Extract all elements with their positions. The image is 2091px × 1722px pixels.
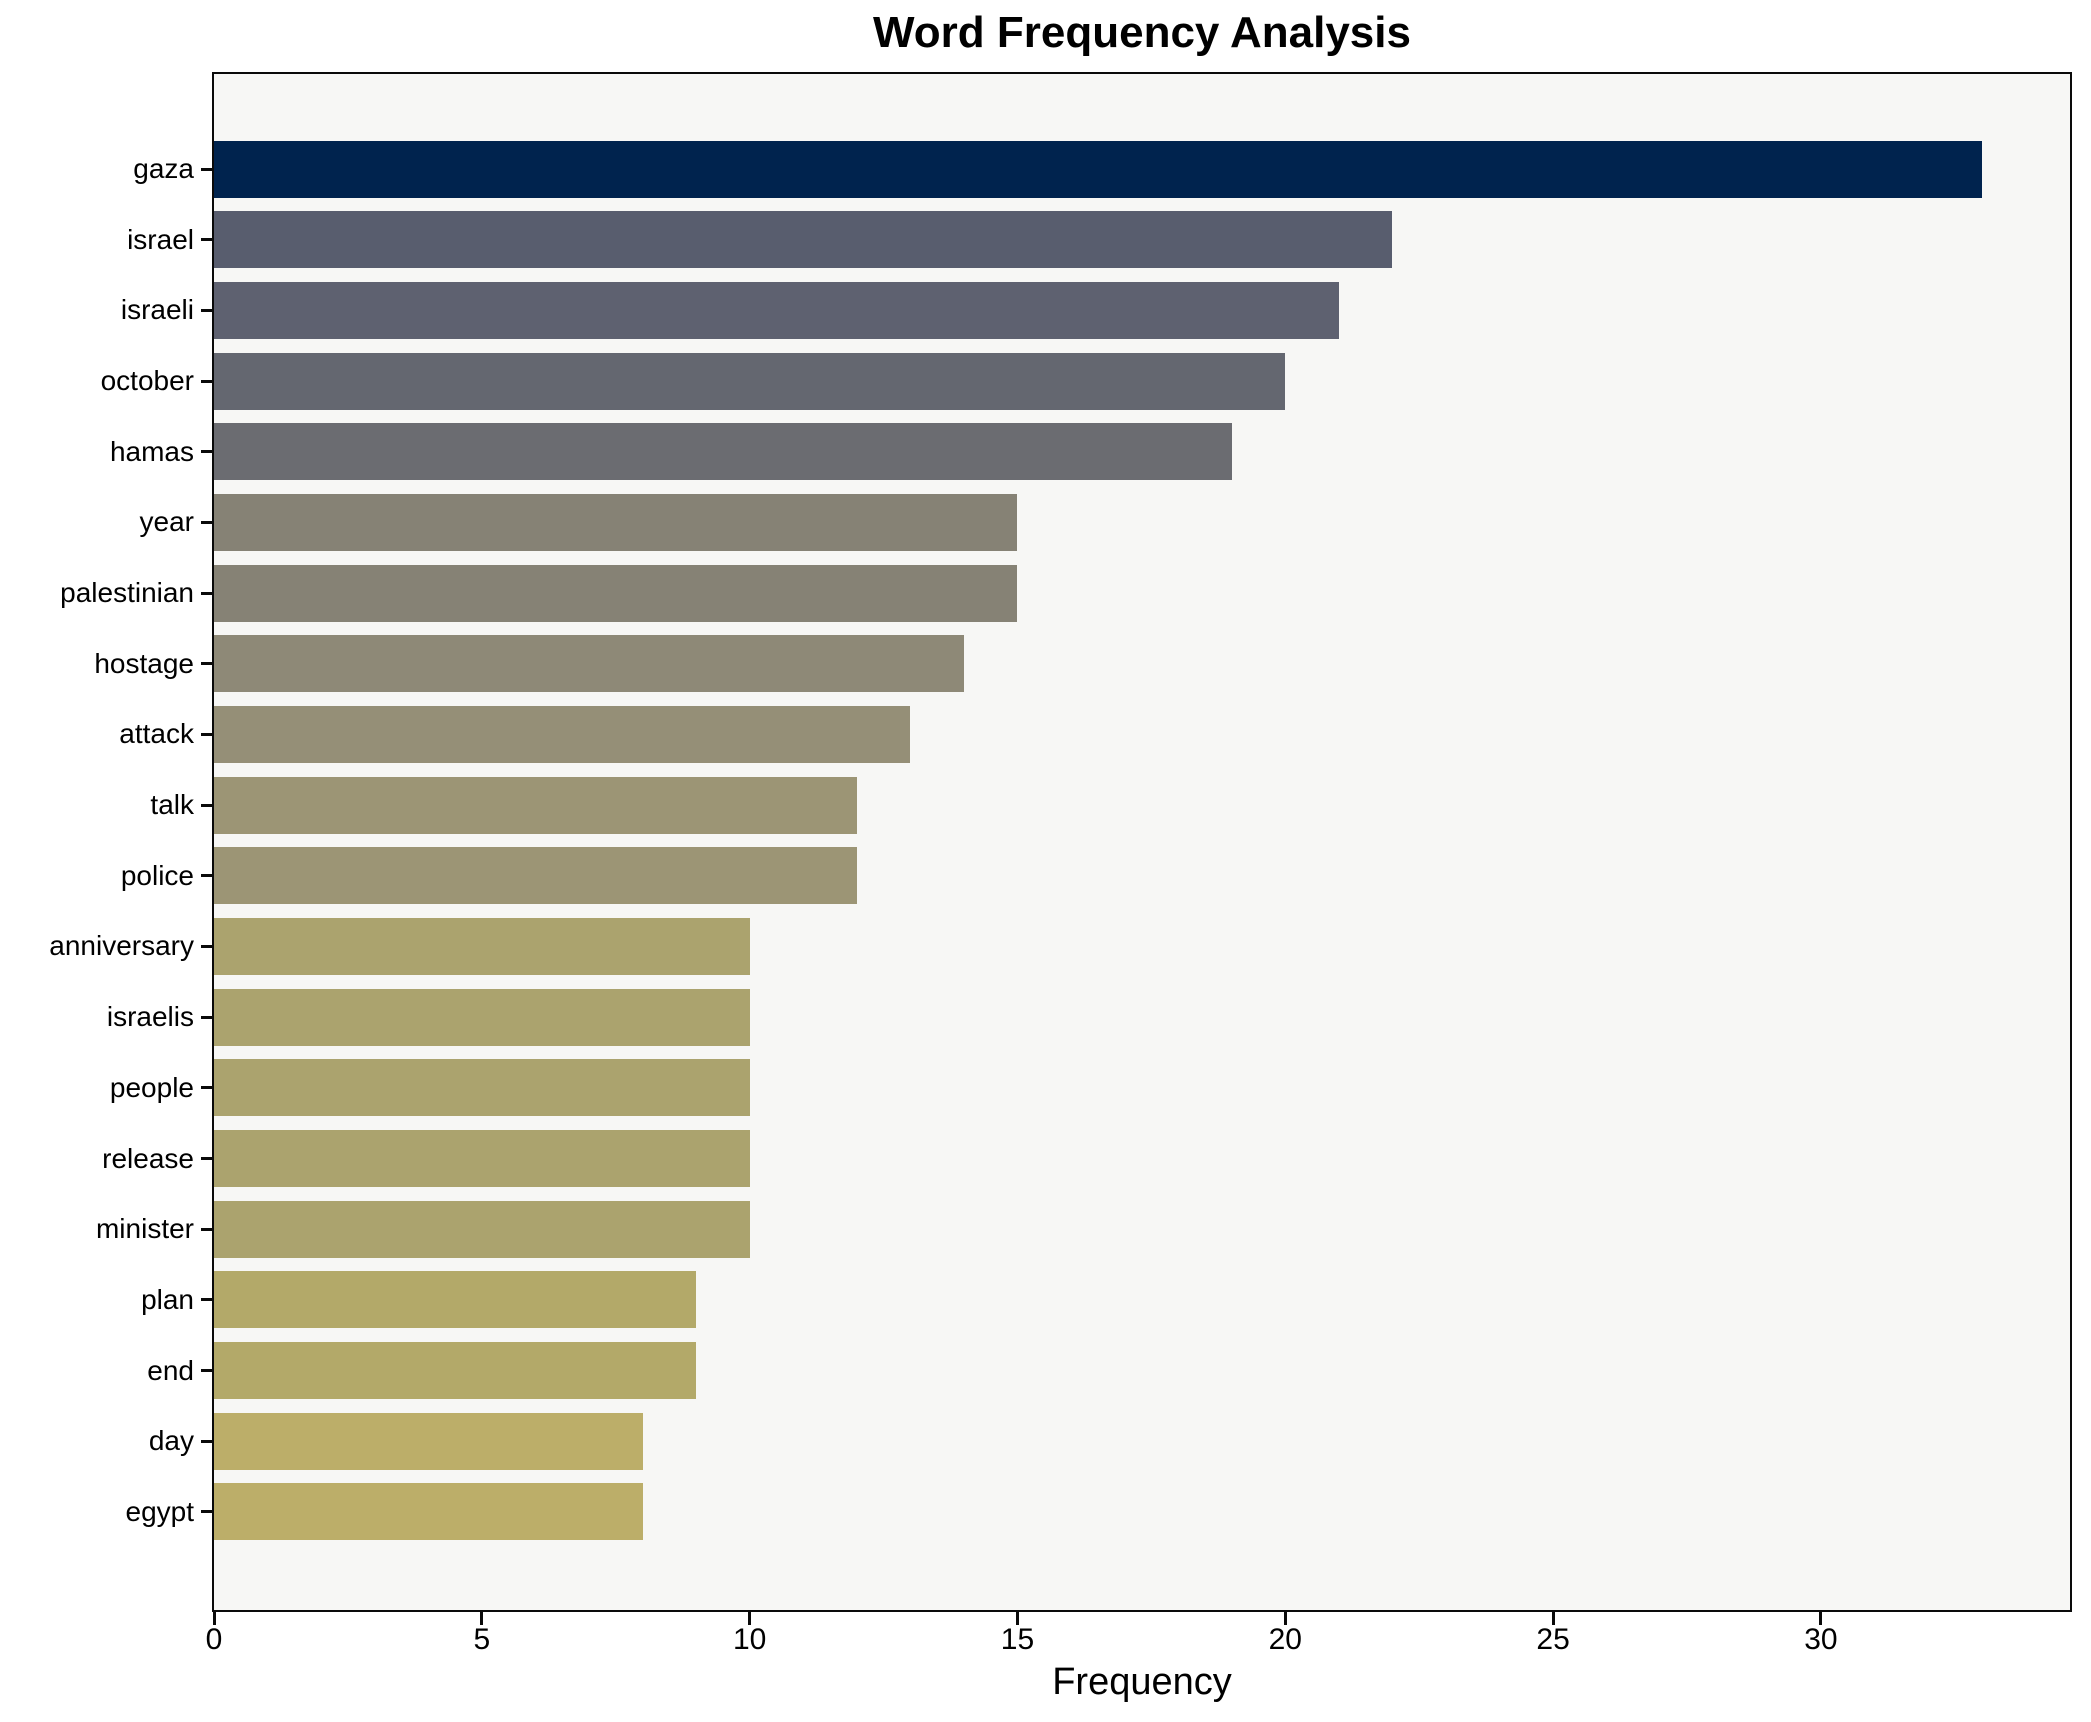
y-tick-label-attack: attack [119, 718, 194, 750]
x-tick-mark [1819, 1612, 1823, 1625]
x-tick-mark [1283, 1612, 1287, 1625]
x-tick-label-10: 10 [732, 1623, 767, 1656]
x-tick-label-20: 20 [1268, 1623, 1302, 1656]
bar-palestinian [214, 564, 1018, 622]
y-tick-mark [201, 450, 212, 454]
bar-egypt [214, 1483, 643, 1541]
y-tick-mark [201, 1298, 212, 1302]
x-tick-mark [748, 1612, 752, 1625]
y-tick-mark [201, 520, 212, 524]
y-tick-label-gaza: gaza [133, 153, 194, 184]
bar-gaza [214, 140, 1982, 198]
y-tick-mark [201, 379, 212, 383]
x-tick-label-5: 5 [473, 1623, 491, 1656]
y-tick-mark [201, 1510, 212, 1514]
y-tick-label-egypt: egypt [125, 1495, 195, 1527]
bar-israel [214, 211, 1393, 269]
bar-minister [214, 1200, 750, 1258]
bar-release [214, 1130, 750, 1188]
bar-october [214, 352, 1286, 410]
plot-area [212, 72, 2072, 1612]
bar-end [214, 1342, 697, 1400]
y-tick-mark [201, 167, 212, 171]
y-tick-label-day: day [148, 1425, 194, 1457]
y-tick-mark [201, 1157, 212, 1161]
y-tick-mark [201, 874, 212, 878]
y-tick-mark [201, 1015, 212, 1019]
y-tick-label-people: people [109, 1071, 194, 1103]
y-tick-mark [201, 308, 212, 312]
bar-police [214, 847, 857, 905]
bar-hamas [214, 423, 1232, 481]
bar-attack [214, 705, 911, 763]
x-tick-label-30: 30 [1804, 1623, 1838, 1656]
y-tick-mark [201, 803, 212, 807]
bar-israelis [214, 988, 750, 1046]
y-tick-mark [201, 591, 212, 595]
bar-plan [214, 1271, 697, 1329]
y-tick-mark [201, 238, 212, 242]
y-tick-label-israelis: israelis [106, 1001, 194, 1033]
x-tick-label-25: 25 [1536, 1623, 1570, 1656]
bar-people [214, 1059, 750, 1117]
bar-hostage [214, 635, 964, 693]
y-tick-mark [201, 1227, 212, 1231]
y-tick-label-end: end [147, 1354, 194, 1386]
bar-israeli [214, 281, 1339, 339]
y-tick-label-year: year [139, 506, 194, 538]
y-tick-label-israeli: israeli [120, 294, 194, 326]
y-tick-label-plan: plan [141, 1283, 194, 1315]
y-tick-label-hamas: hamas [109, 435, 194, 467]
y-tick-mark [201, 944, 212, 948]
x-tick-mark [212, 1612, 216, 1625]
bar-talk [214, 776, 857, 834]
y-tick-label-palestinian: palestinian [60, 577, 194, 609]
y-tick-mark [201, 1086, 212, 1090]
y-tick-label-talk: talk [150, 789, 194, 821]
x-tick-mark [1551, 1612, 1555, 1625]
y-tick-label-police: police [120, 859, 194, 891]
x-tick-label-15: 15 [1000, 1623, 1035, 1656]
y-tick-mark [201, 1369, 212, 1373]
y-tick-label-hostage: hostage [94, 647, 194, 679]
bars-container [214, 74, 2070, 1610]
x-tick-mark [1015, 1612, 1019, 1625]
x-tick-mark [480, 1612, 484, 1625]
y-tick-mark [201, 1439, 212, 1443]
y-tick-label-october: october [100, 365, 194, 397]
x-tick-label-0: 0 [205, 1623, 223, 1656]
y-tick-label-israel: israel [127, 223, 194, 255]
chart-title: Word Frequency Analysis [873, 8, 1411, 57]
y-tick-mark [201, 732, 212, 736]
x-axis-label: Frequency [1052, 1661, 1232, 1703]
y-tick-label-release: release [102, 1142, 194, 1174]
bar-day [214, 1412, 643, 1470]
y-tick-label-minister: minister [95, 1213, 194, 1245]
y-tick-label-anniversary: anniversary [49, 930, 194, 962]
bar-anniversary [214, 917, 750, 975]
y-tick-mark [201, 662, 212, 666]
bar-year [214, 493, 1018, 551]
